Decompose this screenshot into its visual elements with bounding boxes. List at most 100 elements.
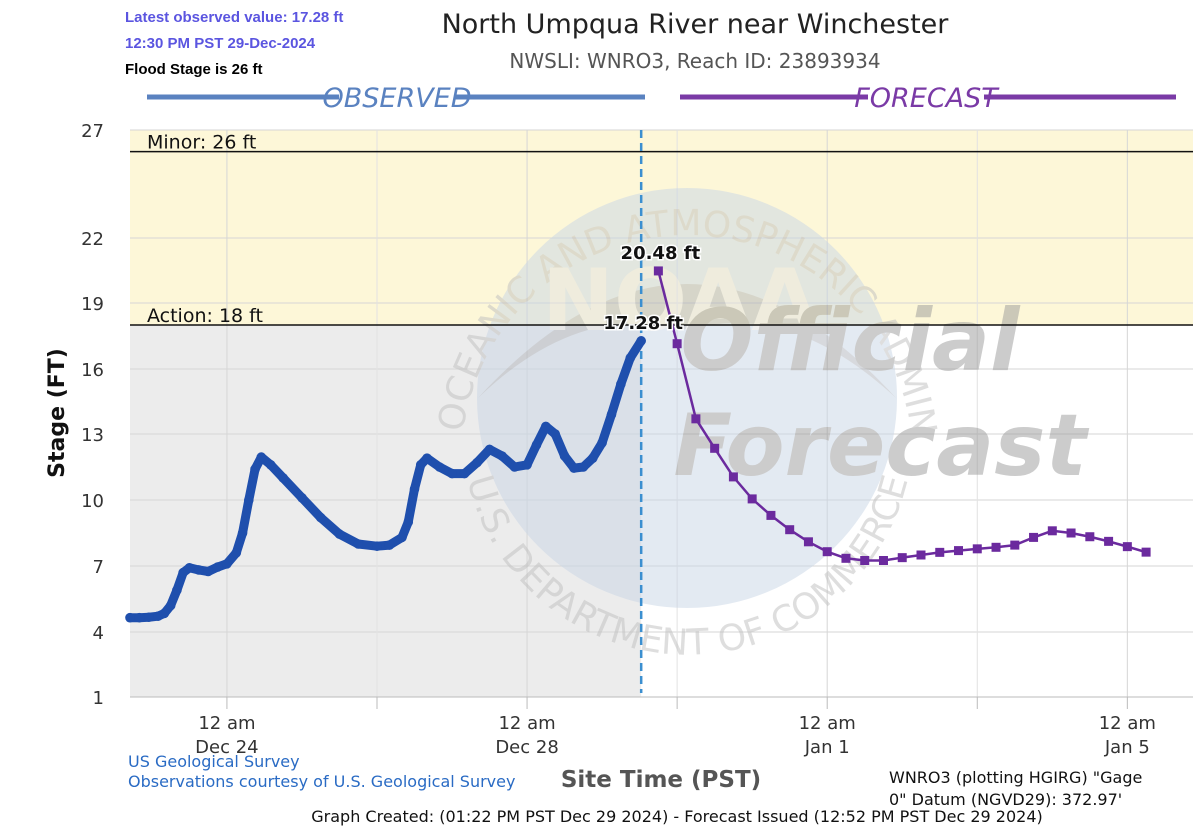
observed-point <box>231 548 242 558</box>
y-tick-label: 27 <box>81 121 104 142</box>
observed-point <box>606 409 617 420</box>
y-axis-label: Stage (FT) <box>45 348 70 478</box>
observed-point <box>447 468 457 479</box>
forecast-point <box>935 547 945 557</box>
datum-note-line1: WNRO3 (plotting HGIRG) "Gage <box>889 768 1142 787</box>
observed-point <box>159 608 170 619</box>
observed-point <box>172 585 182 595</box>
latest-observed-value: Latest observed value: 17.28 ft <box>125 9 344 26</box>
forecast-point <box>1066 528 1076 538</box>
forecast-point <box>860 556 870 565</box>
forecast-point <box>916 550 926 560</box>
forecast-point <box>1141 547 1151 557</box>
x-tick-date-label: Dec 28 <box>495 737 558 758</box>
y-tick-label: 4 <box>93 623 104 644</box>
forecast-banner-label: FORECAST <box>854 83 1000 114</box>
observed-point <box>497 451 507 461</box>
forecast-point <box>991 542 1001 552</box>
observed-point <box>636 336 646 346</box>
datum-note-line2: 0" Datum (NGVD29): 372.97' <box>889 790 1122 809</box>
forecast-point <box>766 510 776 520</box>
forecast-point <box>954 546 964 556</box>
x-tick-label: 12 am <box>1099 713 1156 734</box>
observed-point <box>569 463 579 473</box>
x-axis-label: Site Time (PST) <box>561 767 761 793</box>
observed-point <box>550 429 560 439</box>
observed-point <box>212 562 223 572</box>
flood-thresholds: Minor: 26 ft Action: 18 ft <box>130 132 1193 327</box>
x-tick-date-label: Jan 5 <box>1104 737 1150 758</box>
watermark-noaa-logo-text: NOAA <box>542 251 818 351</box>
forecast-point <box>803 537 813 547</box>
observed-banner-label: OBSERVED <box>322 83 471 114</box>
forecast-point <box>822 547 832 557</box>
y-tick-label: 16 <box>81 360 104 381</box>
forecast-point <box>1029 532 1039 542</box>
forecast-point <box>1010 540 1020 550</box>
forecast-point <box>747 494 757 504</box>
flood-stage-note: Flood Stage is 26 ft <box>125 61 263 78</box>
noaa-logo-gull <box>478 284 896 398</box>
observed-point <box>278 473 288 483</box>
observed-point <box>165 600 176 611</box>
chart-title: North Umpqua River near Winchester <box>442 9 950 40</box>
forecast-point <box>691 414 701 424</box>
value-annotation: 17.28 ft <box>603 313 683 334</box>
graph-created-note: Graph Created: (01:22 PM PST Dec 29 2024… <box>311 807 1043 826</box>
forecast-point <box>878 556 888 565</box>
observed-point <box>256 452 267 462</box>
observed-point <box>143 612 154 623</box>
forecast-point <box>710 443 720 453</box>
observed-point <box>434 462 445 472</box>
observed-point <box>509 462 520 472</box>
observed-point <box>372 541 382 551</box>
observed-point <box>244 495 254 505</box>
observed-point <box>403 517 414 527</box>
y-tick-label: 19 <box>81 294 104 315</box>
x-tick-label: 12 am <box>799 713 856 734</box>
observed-point <box>522 460 532 470</box>
x-tick-label: 12 am <box>498 713 555 734</box>
observed-point <box>265 460 276 470</box>
forecast-point <box>1047 526 1057 536</box>
observed-point <box>397 532 407 543</box>
observed-point <box>625 353 636 363</box>
forecast-point <box>653 266 663 276</box>
forecast-point <box>728 472 738 482</box>
observed-point <box>222 559 232 569</box>
observed-point <box>484 444 495 455</box>
source-observations: Observations courtesy of U.S. Geological… <box>128 772 516 791</box>
observed-point <box>125 612 135 623</box>
observed-point <box>203 566 213 577</box>
observed-point <box>597 438 607 448</box>
observed-point <box>531 440 542 450</box>
observed-point <box>459 468 470 479</box>
chart-subtitle: NWSLI: WNRO3, Reach ID: 23893934 <box>509 49 880 73</box>
latest-observed-time: 12:30 PM PST 29-Dec-2024 <box>125 35 316 52</box>
observed-point <box>237 528 248 538</box>
series <box>125 266 1151 623</box>
observed-point <box>384 540 395 550</box>
watermark-official: Official <box>681 291 1021 391</box>
observed-point <box>134 612 145 623</box>
value-annotation: 20.48 ft <box>621 243 701 264</box>
forecast-point <box>785 525 795 535</box>
observed-point <box>353 539 364 549</box>
y-tick-label: 13 <box>81 425 104 446</box>
observed-point <box>334 529 345 539</box>
y-tick-label: 1 <box>93 688 104 709</box>
observed-point <box>616 379 626 389</box>
observed-point <box>415 460 426 470</box>
observed-point <box>559 451 570 461</box>
x-tick-date-label: Jan 1 <box>804 737 850 758</box>
forecast-point <box>972 544 982 554</box>
axes: 1 4 7 10 13 16 19 22 27 12 am Dec 24 12 am Dec 28 12 … <box>81 121 1193 758</box>
observed-point <box>472 457 482 468</box>
observed-point <box>422 453 432 464</box>
x-tick-label: 12 am <box>198 713 255 734</box>
observed-point <box>297 493 307 503</box>
forecast-point <box>1104 536 1114 546</box>
observed-point <box>315 512 326 523</box>
forecast-point <box>1085 532 1095 542</box>
observed-point <box>250 464 260 475</box>
